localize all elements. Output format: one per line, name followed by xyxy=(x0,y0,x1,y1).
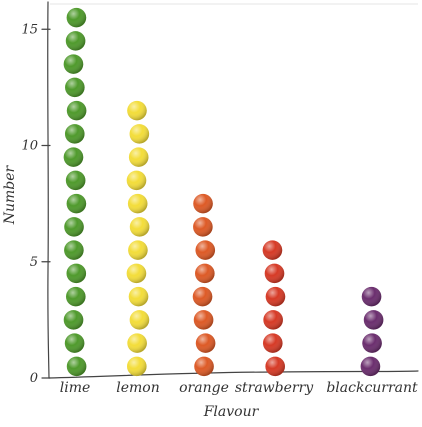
y-axis-title: Number xyxy=(2,164,18,225)
sweet-shine xyxy=(129,124,150,144)
sweet-shine xyxy=(129,310,150,330)
y-tick-label: 10 xyxy=(21,139,38,154)
sweet-shine xyxy=(263,310,283,330)
sweet-shine xyxy=(63,147,84,167)
sweet-shine xyxy=(64,217,84,237)
sweet-shine xyxy=(64,124,85,144)
sweet-shine xyxy=(66,356,87,377)
sweet-shine xyxy=(66,193,87,214)
sweet-shine xyxy=(360,356,381,377)
sweet-shine xyxy=(128,240,148,260)
sweet-shine xyxy=(262,333,283,353)
bars-group xyxy=(63,7,384,377)
sweet-shine xyxy=(64,333,85,353)
sweet-shine xyxy=(128,286,149,307)
x-tick-label-strawberry: strawberry xyxy=(235,380,314,396)
bar-lemon xyxy=(126,100,150,377)
sweet-shine xyxy=(126,356,147,377)
bar-blackcurrant xyxy=(360,286,384,377)
sweet-shine xyxy=(265,286,286,307)
sweet-shine xyxy=(63,54,84,74)
sweet-shine xyxy=(192,286,213,307)
sweet-shine xyxy=(126,170,147,191)
x-axis-line xyxy=(48,370,419,379)
sweet-shine xyxy=(65,286,86,307)
y-tick-label: 5 xyxy=(30,255,38,270)
sweet-shine xyxy=(65,170,86,191)
bar-orange xyxy=(192,193,216,377)
x-tick-label-orange: orange xyxy=(179,380,229,396)
sweet-shine xyxy=(195,263,215,284)
x-axis-title: Flavour xyxy=(203,404,260,420)
x-tick-label-blackcurrant: blackcurrant xyxy=(326,380,418,396)
y-axis-line xyxy=(47,1,50,379)
x-axis-labels: lime lemon orange strawberry blackcurrant xyxy=(60,380,418,396)
sweet-shine xyxy=(127,333,147,353)
sweet-shine xyxy=(65,31,86,51)
x-tick-label-lime: lime xyxy=(60,380,91,396)
sweet-shine xyxy=(361,286,382,307)
y-axis-ticks: 0 5 10 15 xyxy=(21,22,51,386)
sweet-shine xyxy=(195,333,216,353)
bar-strawberry xyxy=(262,240,286,377)
x-tick-label-lemon: lemon xyxy=(116,380,159,396)
sweet-shine xyxy=(265,356,285,377)
sweet-shine xyxy=(193,193,213,214)
sweet-shine xyxy=(127,100,147,121)
y-tick-label: 0 xyxy=(30,371,38,386)
sweet-shine xyxy=(264,263,285,284)
sweet-shine xyxy=(195,240,216,260)
sweet-shine xyxy=(128,147,149,167)
sweet-shine xyxy=(262,240,283,260)
bar-lime xyxy=(63,7,87,377)
sweet-shine xyxy=(193,310,214,330)
sweet-shine xyxy=(66,7,87,28)
sweet-shine xyxy=(362,333,382,353)
sweet-shine xyxy=(66,263,87,284)
sweet-shine xyxy=(126,263,147,284)
sweet-shine xyxy=(193,217,213,237)
sweet-shine xyxy=(363,310,384,330)
sweet-shine xyxy=(194,356,214,377)
sweet-shine xyxy=(127,193,148,214)
sweet-shine xyxy=(63,310,84,330)
sweet-shine xyxy=(66,100,87,121)
y-tick-label: 15 xyxy=(21,22,38,37)
sweet-shine xyxy=(129,217,150,237)
sweet-shine xyxy=(65,77,85,98)
sweet-shine xyxy=(64,240,84,260)
